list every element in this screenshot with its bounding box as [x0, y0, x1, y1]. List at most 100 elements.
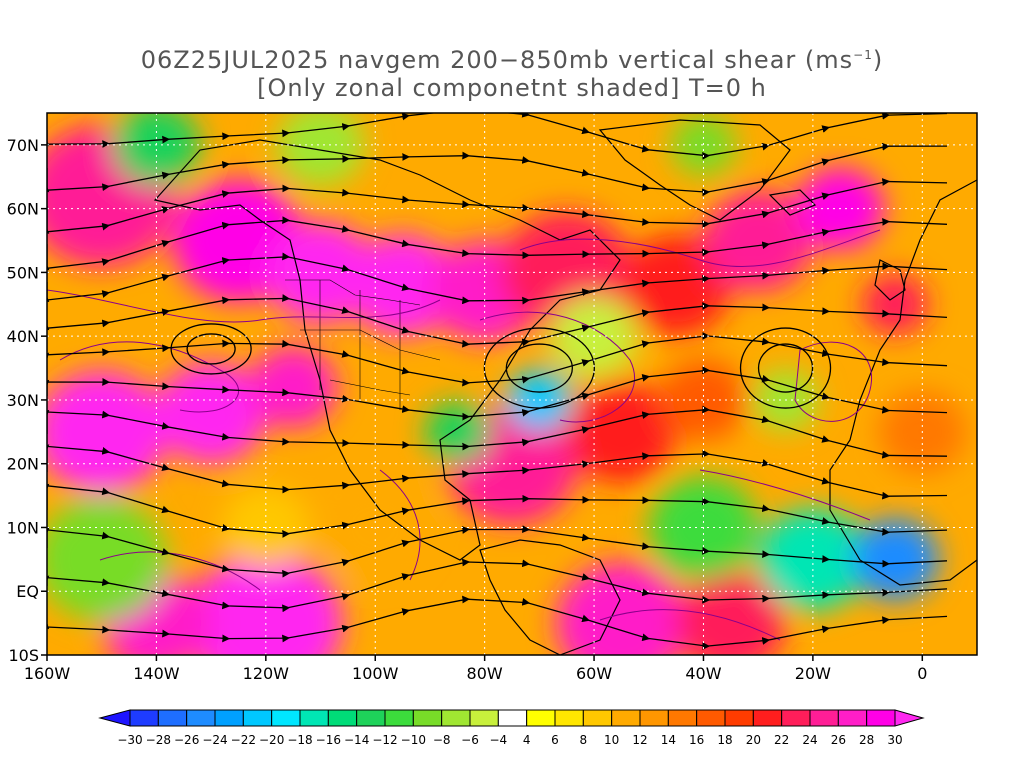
colorbar-label: −8: [433, 733, 451, 747]
colorbar-label: −12: [372, 733, 397, 747]
lon-tick-label: 140W: [133, 664, 180, 683]
circulation-loop: [739, 327, 832, 409]
lon-tick-label: 60W: [576, 664, 612, 683]
latitude-axis: 70N 60N 50N 40N 30N 20N 10N EQ 10S: [7, 136, 47, 665]
colorbar-label: −28: [146, 733, 171, 747]
colorbar-box: [271, 709, 301, 727]
colorbar-under-triangle: [98, 709, 131, 727]
colorbar-box: [639, 709, 669, 727]
lat-tick-label: EQ: [16, 582, 39, 601]
colorbar-box: [611, 709, 641, 727]
colorbar-label: 10: [604, 733, 619, 747]
lon-tick-label: 120W: [243, 664, 290, 683]
colorbar-label: −10: [401, 733, 426, 747]
circulation-loop: [505, 343, 574, 393]
colorbar-label: 22: [774, 733, 789, 747]
colorbar-box: [497, 709, 528, 727]
lat-tick-label: 50N: [7, 263, 39, 282]
colorbar-box: [327, 709, 358, 727]
graticule: [47, 113, 977, 655]
colorbar-box: [526, 709, 556, 727]
colorbar-box: [469, 709, 499, 727]
colorbar-box: [752, 709, 783, 727]
streamline: [47, 444, 948, 500]
streamline: [47, 113, 948, 160]
title-line1-end: ): [872, 46, 884, 74]
streamline: [47, 525, 948, 578]
lat-tick-label: 20N: [7, 455, 39, 474]
lon-tick-label: 20W: [795, 664, 831, 683]
colorbar-label: −16: [316, 733, 341, 747]
colorbar-box: [356, 709, 386, 727]
lon-tick-label: 0: [917, 664, 927, 683]
colorbar-label: 16: [689, 733, 704, 747]
colorbar-box: [837, 709, 868, 727]
colorbar-label: 26: [831, 733, 846, 747]
colorbar-label: −4: [489, 733, 507, 747]
circulation-loop: [186, 333, 236, 365]
colorbar-labels: −30 −28 −26 −24 −22 −20 −18 −16 −14 −12 −10 −8 −6 −4 4…: [117, 733, 902, 747]
colorbar-label: −30: [117, 733, 142, 747]
colorbar-box: [582, 709, 613, 727]
colorbar-boxes: [98, 709, 925, 727]
colorbar-label: −18: [287, 733, 312, 747]
colorbar-label: −24: [202, 733, 227, 747]
colorbar-box: [412, 709, 443, 727]
streamline: [47, 483, 948, 538]
colorbar-label: 24: [802, 733, 817, 747]
colorbar-label: 30: [887, 733, 902, 747]
colorbar-box: [384, 709, 414, 727]
title-line1: 06Z25JUL2025 navgem 200−850mb vertical s…: [140, 46, 854, 74]
colorbar-box: [554, 709, 584, 727]
colorbar-box: [866, 709, 896, 727]
lat-tick-label: 30N: [7, 391, 39, 410]
colorbar-box: [299, 709, 329, 727]
colorbar-label: 8: [580, 733, 588, 747]
chart-subtitle: [Only zonal componetnt shaded] T=0 h: [257, 74, 767, 102]
lon-tick-label: 160W: [24, 664, 71, 683]
colorbar-label: 28: [859, 733, 874, 747]
title-unit-exponent: −1: [853, 48, 873, 62]
colorbar-box: [667, 709, 698, 727]
lat-tick-label: 70N: [7, 136, 39, 155]
lon-tick-label: 40W: [685, 664, 721, 683]
colorbar-box: [129, 709, 159, 727]
colorbar-box: [242, 709, 273, 727]
shear-streamlines: [47, 113, 948, 650]
colorbar-label: −6: [461, 733, 479, 747]
streamline: [47, 178, 948, 234]
colorbar-box: [809, 709, 839, 727]
lat-tick-label: 60N: [7, 200, 39, 219]
colorbar-box: [781, 709, 811, 727]
colorbar-box: [724, 709, 754, 727]
colorbar-label: −20: [259, 733, 284, 747]
colorbar-over-triangle: [894, 709, 925, 727]
colorbar-box: [441, 709, 471, 727]
colorbar-label: 6: [551, 733, 559, 747]
circulation-loop: [757, 343, 814, 393]
lon-tick-label: 100W: [352, 664, 399, 683]
colorbar-label: 20: [746, 733, 761, 747]
colorbar-box: [696, 709, 726, 727]
lat-tick-label: 10N: [7, 518, 39, 537]
colorbar-box: [186, 709, 216, 727]
colorbar-label: −22: [231, 733, 256, 747]
circulation-loop: [170, 323, 252, 375]
lat-tick-label: 10S: [8, 646, 39, 665]
colorbar-label: −26: [174, 733, 199, 747]
lon-tick-label: 80W: [467, 664, 503, 683]
lat-tick-label: 40N: [7, 327, 39, 346]
colorbar-label: 12: [632, 733, 647, 747]
colorbar-label: 14: [661, 733, 676, 747]
colorbar-label: 4: [523, 733, 531, 747]
colorbar-label: 18: [717, 733, 732, 747]
colorbar-box: [214, 709, 244, 727]
circulation-loop: [483, 327, 596, 409]
colorbar-label: −14: [344, 733, 369, 747]
streamline: [47, 595, 948, 650]
map-frame: [46, 112, 978, 656]
longitude-axis: 160W 140W 120W 100W 80W 60W 40W 20W 0: [24, 655, 927, 683]
chart-title: 06Z25JUL2025 navgem 200−850mb vertical s…: [0, 46, 1024, 74]
